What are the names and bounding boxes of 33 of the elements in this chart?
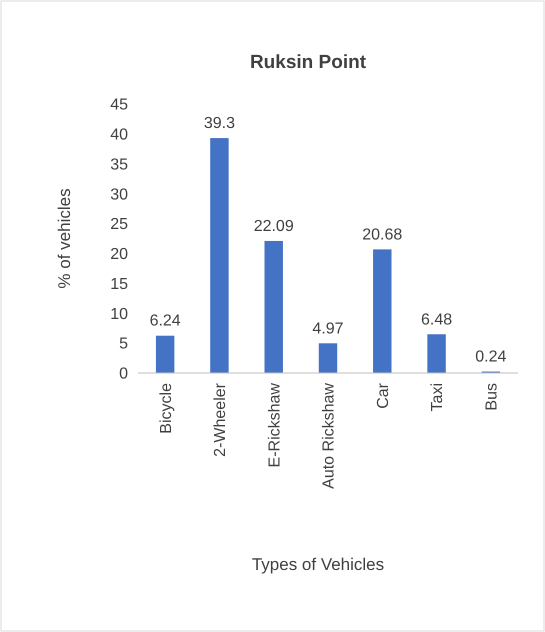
x-tick-label: E-Rickshaw (266, 382, 284, 468)
y-tick-label: 15 (110, 276, 128, 293)
data-label: 6.24 (150, 312, 181, 330)
y-tick-label: 5 (119, 336, 128, 353)
x-tick-label: Car (374, 382, 392, 409)
y-axis-title: % of vehicles (55, 188, 74, 289)
x-tick-label: 2-Wheeler (212, 382, 230, 457)
x-tick-label: Taxi (429, 383, 446, 412)
y-tick-label: 45 (110, 96, 128, 114)
bar (318, 343, 338, 373)
bar (264, 240, 283, 373)
data-label: 39.3 (204, 115, 236, 132)
bar (210, 138, 229, 373)
data-label: 4.97 (312, 320, 344, 338)
x-tick-label: Bus (483, 383, 500, 411)
bar (156, 336, 174, 373)
x-tick-label: Bicycle (158, 382, 175, 434)
y-tick-label: 10 (110, 306, 128, 323)
x-axis-title: Types of Vehicles (252, 555, 384, 574)
bar (373, 249, 392, 373)
y-tick-label: 40 (110, 126, 128, 144)
y-tick-label: 20 (110, 246, 128, 264)
data-label: 20.68 (362, 226, 402, 244)
y-tick-label: 0 (119, 366, 128, 383)
data-label: 0.24 (475, 348, 507, 366)
y-tick-label: 35 (110, 156, 128, 174)
y-tick-label: 25 (110, 216, 128, 234)
data-label: 22.09 (254, 218, 294, 235)
x-tick-label: Auto Rickshaw (320, 382, 338, 489)
chart-title: Ruksin Point (250, 52, 367, 73)
bar (427, 334, 446, 373)
data-label: 6.48 (421, 311, 452, 328)
y-tick-label: 30 (110, 186, 128, 204)
